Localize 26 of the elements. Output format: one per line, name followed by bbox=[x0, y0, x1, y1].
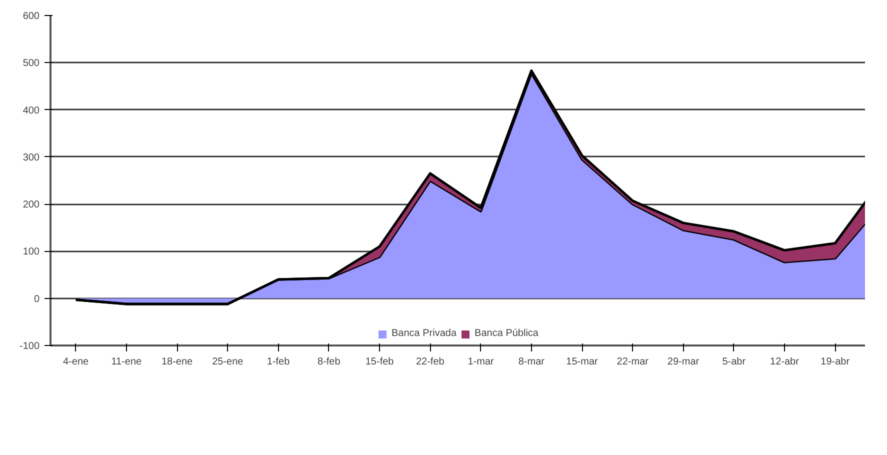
x-tick-label: 12-abr bbox=[770, 356, 800, 368]
y-tick-label: 500 bbox=[22, 58, 40, 70]
y-tick-label: 300 bbox=[22, 152, 40, 164]
legend-label: Banca Pública bbox=[474, 328, 538, 339]
x-tick-label: 4-ene bbox=[63, 356, 90, 368]
y-tick-label: 0 bbox=[34, 294, 40, 305]
x-tick-label: 11-ene bbox=[111, 356, 142, 368]
y-tick-label: 200 bbox=[22, 200, 40, 211]
y-tick-label: 600 bbox=[22, 11, 40, 22]
x-tick-label: 1-feb bbox=[266, 356, 290, 368]
y-tick-label: 100 bbox=[22, 246, 40, 258]
x-tick-label: 5-abr bbox=[722, 356, 746, 368]
y-tick-label: -100 bbox=[19, 341, 40, 352]
x-tick-label: 18-ene bbox=[161, 356, 194, 368]
x-tick-label: 22-mar bbox=[616, 356, 650, 368]
x-tick-label: 29-mar bbox=[667, 356, 700, 368]
x-tick-label: 19-abr bbox=[820, 356, 850, 368]
x-tick-label: 1-mar bbox=[468, 356, 495, 368]
x-tick-label: 15-feb bbox=[365, 356, 394, 368]
x-tick-label: 8-mar bbox=[518, 356, 546, 368]
x-tick-label: 25-ene bbox=[212, 356, 244, 368]
y-tick-label: 400 bbox=[22, 105, 40, 116]
x-tick-label: 22-feb bbox=[416, 356, 445, 368]
x-tick-label: 15-mar bbox=[566, 356, 599, 368]
legend-label: Banca Privada bbox=[392, 328, 457, 339]
x-tick-label: 8-feb bbox=[318, 356, 341, 368]
